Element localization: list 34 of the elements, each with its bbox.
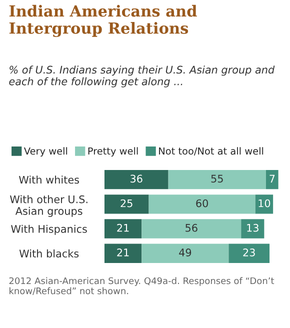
legend-label: Pretty well <box>88 147 138 157</box>
data-label: 10 <box>258 199 270 208</box>
bar <box>241 219 264 238</box>
bar <box>228 244 270 263</box>
bar <box>148 194 256 214</box>
data-label: 13 <box>247 224 258 232</box>
bar <box>255 194 274 214</box>
bar <box>104 170 168 190</box>
bar <box>104 244 142 263</box>
y-tick-label: With Hispanics <box>11 224 87 235</box>
bar <box>142 219 242 238</box>
data-label: 60 <box>196 199 208 208</box>
data-label: 21 <box>117 248 129 256</box>
chart-subtitle: % of U.S. Indians saying their U.S. Asian group and each of the following get along ... <box>9 66 275 88</box>
data-label: 25 <box>120 199 132 208</box>
data-label: 49 <box>179 248 192 256</box>
legend-label: Not too/Not at all well <box>159 147 264 156</box>
chart-title: Indian Americans and Intergroup Relations <box>9 4 197 38</box>
y-tick-label: With blacks <box>19 249 79 258</box>
data-label: 55 <box>211 174 223 183</box>
y-tick-label: With whites <box>18 176 80 184</box>
data-label: 23 <box>243 248 255 256</box>
bar <box>104 194 149 214</box>
data-label: 36 <box>130 174 142 183</box>
data-label: 21 <box>117 224 129 232</box>
bar <box>168 170 266 190</box>
y-tick-label: With other U.S. Asian groups <box>10 195 88 217</box>
legend-label: Very well <box>24 147 68 157</box>
data-label: 7 <box>270 174 275 182</box>
data-label: 56 <box>186 224 198 232</box>
bar <box>142 244 229 263</box>
text: 2012 Asian-American Survey. Q49a-d. Responses of “Don’t know/Refused” not shown. <box>9 277 274 295</box>
bar <box>266 170 278 190</box>
bar <box>104 219 142 238</box>
